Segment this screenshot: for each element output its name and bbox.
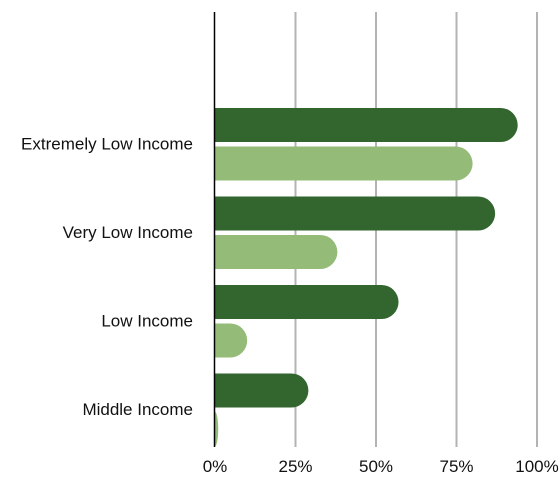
x-tick-label: 100% bbox=[515, 457, 558, 476]
bar bbox=[215, 323, 248, 358]
bar bbox=[215, 108, 518, 142]
bar bbox=[215, 235, 338, 269]
category-labels: Extremely Low Income Very Low Income Low I… bbox=[21, 135, 193, 420]
category-label: Middle Income bbox=[82, 400, 193, 419]
x-tick-label: 0% bbox=[203, 457, 228, 476]
bar bbox=[215, 146, 473, 181]
x-tick-label: 75% bbox=[439, 457, 473, 476]
category-label: Very Low Income bbox=[63, 223, 193, 242]
bar bbox=[215, 285, 399, 319]
category-label: Extremely Low Income bbox=[21, 135, 193, 154]
bar bbox=[215, 412, 219, 446]
x-tick-label: 25% bbox=[278, 457, 312, 476]
x-tick-labels: 0% 25% 50% 75% 100% bbox=[203, 457, 559, 476]
x-tick-label: 50% bbox=[359, 457, 393, 476]
bars bbox=[215, 108, 518, 446]
category-label: Low Income bbox=[101, 312, 193, 331]
bar bbox=[215, 196, 496, 231]
bar bbox=[215, 373, 309, 408]
